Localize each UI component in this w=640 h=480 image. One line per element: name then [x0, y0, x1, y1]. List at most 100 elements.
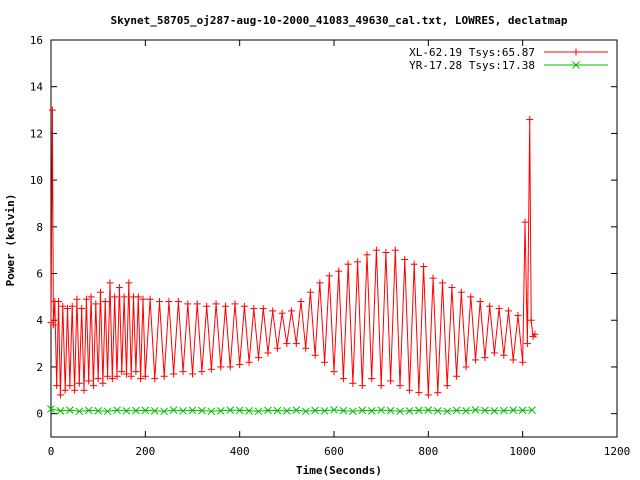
point-1-12 — [160, 407, 169, 416]
point-0-19 — [87, 293, 95, 301]
point-0-64 — [245, 358, 253, 366]
point-0-47 — [165, 298, 173, 306]
y-tick-label-2: 4 — [36, 314, 43, 327]
series-line-1 — [50, 408, 533, 412]
point-1-32 — [349, 407, 357, 416]
point-0-17 — [82, 295, 90, 303]
point-0-92 — [377, 382, 385, 390]
point-0-18 — [85, 377, 93, 385]
point-0-54 — [198, 368, 206, 376]
point-1-50 — [518, 406, 527, 415]
point-0-88 — [358, 382, 366, 390]
point-0-14 — [75, 379, 83, 387]
x-axis: 0 200 400 600 800 1000 1200 — [48, 40, 630, 458]
point-1-21 — [245, 406, 253, 415]
point-1-5 — [94, 406, 103, 415]
point-0-41 — [139, 295, 147, 303]
point-0-10 — [66, 382, 74, 390]
point-0-28 — [108, 375, 116, 383]
point-1-34 — [367, 406, 376, 415]
point-1-17 — [207, 407, 216, 416]
point-0-24 — [99, 379, 107, 387]
point-0-109 — [457, 288, 465, 296]
point-1-23 — [264, 406, 272, 415]
point-1-38 — [405, 406, 414, 415]
point-0-16 — [80, 386, 88, 394]
x-tick-label-4: 800 — [418, 445, 438, 458]
point-0-91 — [372, 246, 380, 254]
point-0-31 — [115, 284, 123, 292]
plot-frame — [50, 39, 618, 438]
point-1-26 — [292, 406, 301, 414]
point-0-81 — [325, 272, 333, 280]
point-1-11 — [150, 406, 159, 415]
point-1-46 — [481, 406, 489, 415]
point-0-83 — [335, 267, 343, 275]
y-tick-label-6: 12 — [30, 127, 43, 140]
y-tick-label-5: 10 — [30, 174, 43, 187]
y-axis: 0 2 4 6 8 10 12 14 16 — [30, 34, 617, 421]
point-0-11 — [68, 302, 76, 310]
point-1-1 — [56, 406, 65, 415]
point-0-74 — [292, 340, 300, 348]
y-tick-label-8: 16 — [30, 34, 43, 47]
point-0-13 — [73, 295, 81, 303]
point-1-39 — [415, 406, 423, 415]
point-0-35 — [125, 279, 133, 287]
point-0-25 — [101, 298, 109, 306]
point-0-108 — [453, 372, 461, 380]
point-0-123 — [521, 218, 529, 226]
series-1 — [47, 405, 536, 416]
point-1-2 — [66, 406, 74, 414]
point-1-22 — [254, 407, 263, 416]
point-0-26 — [104, 372, 112, 380]
point-0-68 — [264, 349, 272, 357]
point-1-0 — [47, 405, 55, 413]
point-1-10 — [141, 406, 150, 415]
point-0-44 — [151, 375, 159, 383]
point-0-115 — [486, 302, 494, 310]
point-0-121 — [514, 312, 522, 320]
point-0-116 — [490, 349, 498, 357]
point-0-98 — [405, 386, 413, 394]
point-1-9 — [132, 406, 140, 415]
point-0-2 — [49, 321, 57, 329]
point-0-76 — [302, 344, 310, 352]
point-0-69 — [269, 307, 277, 315]
point-0-5 — [55, 298, 63, 306]
point-0-67 — [259, 305, 267, 313]
point-1-48 — [499, 406, 508, 415]
point-0-63 — [240, 302, 248, 310]
point-1-36 — [386, 406, 395, 415]
point-0-117 — [495, 305, 503, 313]
y-tick-label-3: 6 — [36, 268, 43, 281]
point-0-8 — [61, 386, 69, 394]
point-1-14 — [179, 406, 187, 415]
point-1-42 — [443, 407, 452, 416]
point-1-27 — [301, 407, 310, 416]
series-layer — [47, 106, 539, 416]
point-0-90 — [368, 375, 376, 383]
point-0-125 — [526, 115, 534, 123]
point-0-23 — [97, 288, 105, 296]
point-0-128 — [531, 330, 539, 338]
point-0-79 — [316, 279, 324, 287]
x-tick-label-3: 600 — [324, 445, 344, 458]
point-0-124 — [523, 340, 531, 348]
point-0-102 — [424, 391, 432, 399]
point-0-42 — [141, 372, 149, 380]
point-1-3 — [75, 407, 84, 416]
x-tick-label-1: 200 — [135, 445, 155, 458]
point-1-40 — [424, 406, 433, 414]
point-0-73 — [288, 307, 296, 315]
point-1-35 — [377, 406, 386, 414]
point-1-7 — [113, 406, 121, 414]
point-0-51 — [184, 300, 192, 308]
point-0-94 — [387, 377, 395, 385]
point-0-57 — [212, 300, 220, 308]
point-0-55 — [203, 302, 211, 310]
point-1-19 — [226, 406, 235, 414]
point-0-93 — [382, 249, 390, 257]
series-line-0 — [50, 110, 536, 396]
point-0-106 — [443, 382, 451, 390]
